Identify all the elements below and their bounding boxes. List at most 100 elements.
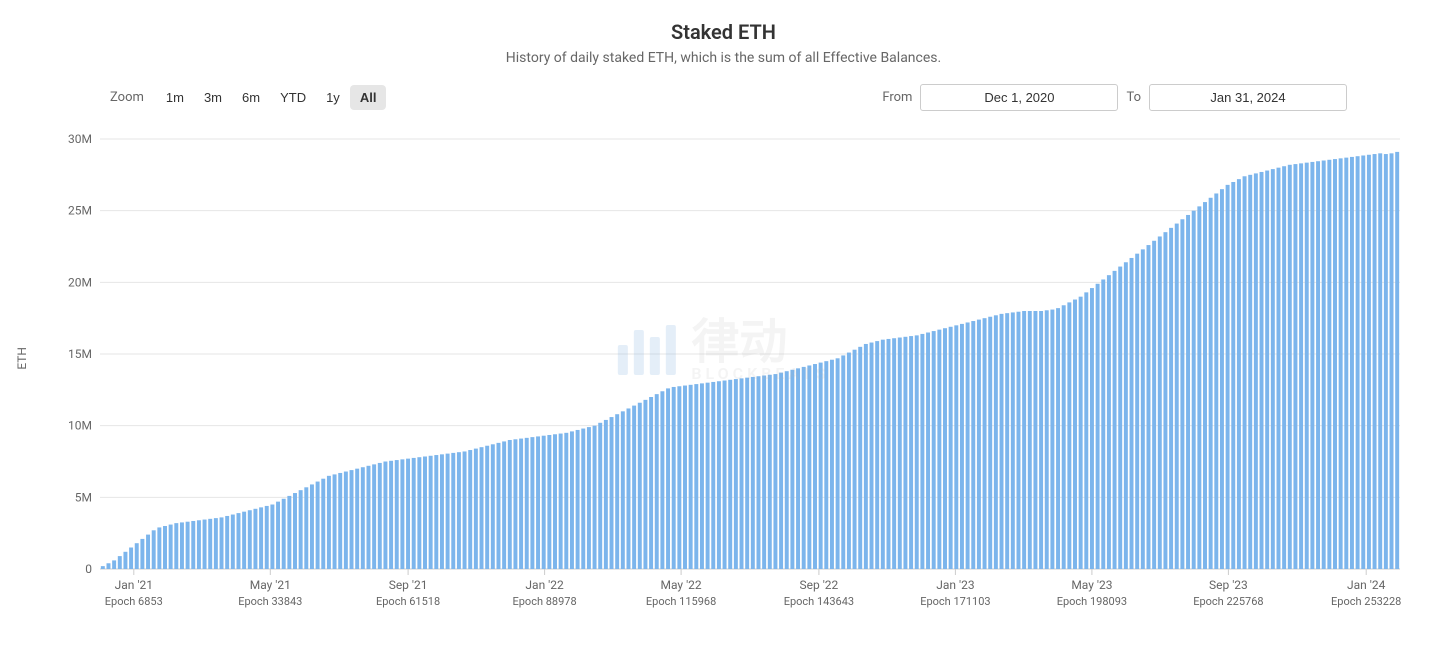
bar [463,451,467,569]
bar [186,522,190,569]
bar [813,364,817,569]
bar [1384,154,1388,569]
bar [734,379,738,569]
bar [830,360,834,569]
bar [316,482,320,569]
bar [819,363,823,569]
bar [1197,206,1201,569]
svg-text:Epoch 6853: Epoch 6853 [105,595,163,608]
bar [751,377,755,569]
bar [1158,236,1162,569]
bar [1000,314,1004,569]
bar [604,420,608,569]
bar [412,458,416,569]
to-date-input[interactable] [1149,84,1347,111]
bar [542,436,546,569]
bar [615,414,619,569]
zoom-btn-1m[interactable]: 1m [156,85,194,110]
svg-text:Epoch 115968: Epoch 115968 [646,595,716,608]
bar [344,472,348,569]
svg-text:Sep '21: Sep '21 [389,578,428,592]
zoom-btn-6m[interactable]: 6m [232,85,270,110]
bar [757,376,761,569]
bar [949,327,953,569]
zoom-controls: Zoom 1m3m6mYTD1yAll [110,85,386,110]
bar [372,464,376,569]
bar [1033,311,1037,569]
bar [689,385,693,569]
bar [327,476,331,569]
bar [903,337,907,569]
bar [666,388,670,569]
bar [304,487,308,569]
zoom-btn-all[interactable]: All [350,85,387,110]
bar [672,387,676,569]
bar [1373,154,1377,569]
bar [1084,292,1088,569]
bar [564,433,568,569]
bar [1022,311,1026,569]
svg-text:Jan '22: Jan '22 [525,578,564,592]
bar [1243,176,1247,569]
svg-text:15M: 15M [68,347,92,361]
bar [728,380,732,569]
bar [451,453,455,569]
bar [920,334,924,569]
bar [802,367,806,569]
bar [943,328,947,569]
bar [1299,163,1303,569]
bar [983,318,987,569]
zoom-btn-ytd[interactable]: YTD [270,85,316,110]
bar [881,340,885,569]
bar [598,423,602,569]
bar [745,378,749,569]
bar [203,520,207,569]
bar [853,350,857,569]
bar [525,438,529,569]
bar [440,454,444,569]
bar [123,552,127,569]
bar [1378,153,1382,569]
bar [1310,162,1314,569]
svg-text:Epoch 33843: Epoch 33843 [238,595,302,608]
bar [429,456,433,569]
bar [1028,311,1032,569]
bar [485,446,489,569]
bar [1124,262,1128,569]
bar [711,382,715,569]
bar [457,452,461,569]
bar [1209,198,1213,569]
bar [1017,312,1021,569]
bar [581,429,585,569]
svg-text:25M: 25M [68,204,92,218]
bar [858,347,862,569]
bar [954,325,958,569]
bar [208,519,212,569]
bar [717,381,721,569]
bar [146,535,150,569]
bar [338,473,342,569]
zoom-btn-3m[interactable]: 3m [194,85,232,110]
bar [389,461,393,569]
zoom-btn-1y[interactable]: 1y [316,85,350,110]
svg-text:0: 0 [85,562,92,576]
bar [367,466,371,569]
bar [1305,163,1309,569]
bar [1113,271,1117,569]
bar [660,391,664,569]
bar [310,484,314,569]
bar [1056,308,1060,569]
bar [864,344,868,569]
bar [225,516,229,569]
from-date-input[interactable] [920,84,1118,111]
bar [632,406,636,569]
bar [1141,249,1145,569]
bar [1045,310,1049,569]
svg-text:Epoch 143643: Epoch 143643 [784,595,854,608]
bar [1090,288,1094,569]
svg-text:Epoch 171103: Epoch 171103 [920,595,990,608]
bar [1107,275,1111,569]
bar [847,353,851,569]
bar [915,335,919,569]
bar [621,411,625,569]
